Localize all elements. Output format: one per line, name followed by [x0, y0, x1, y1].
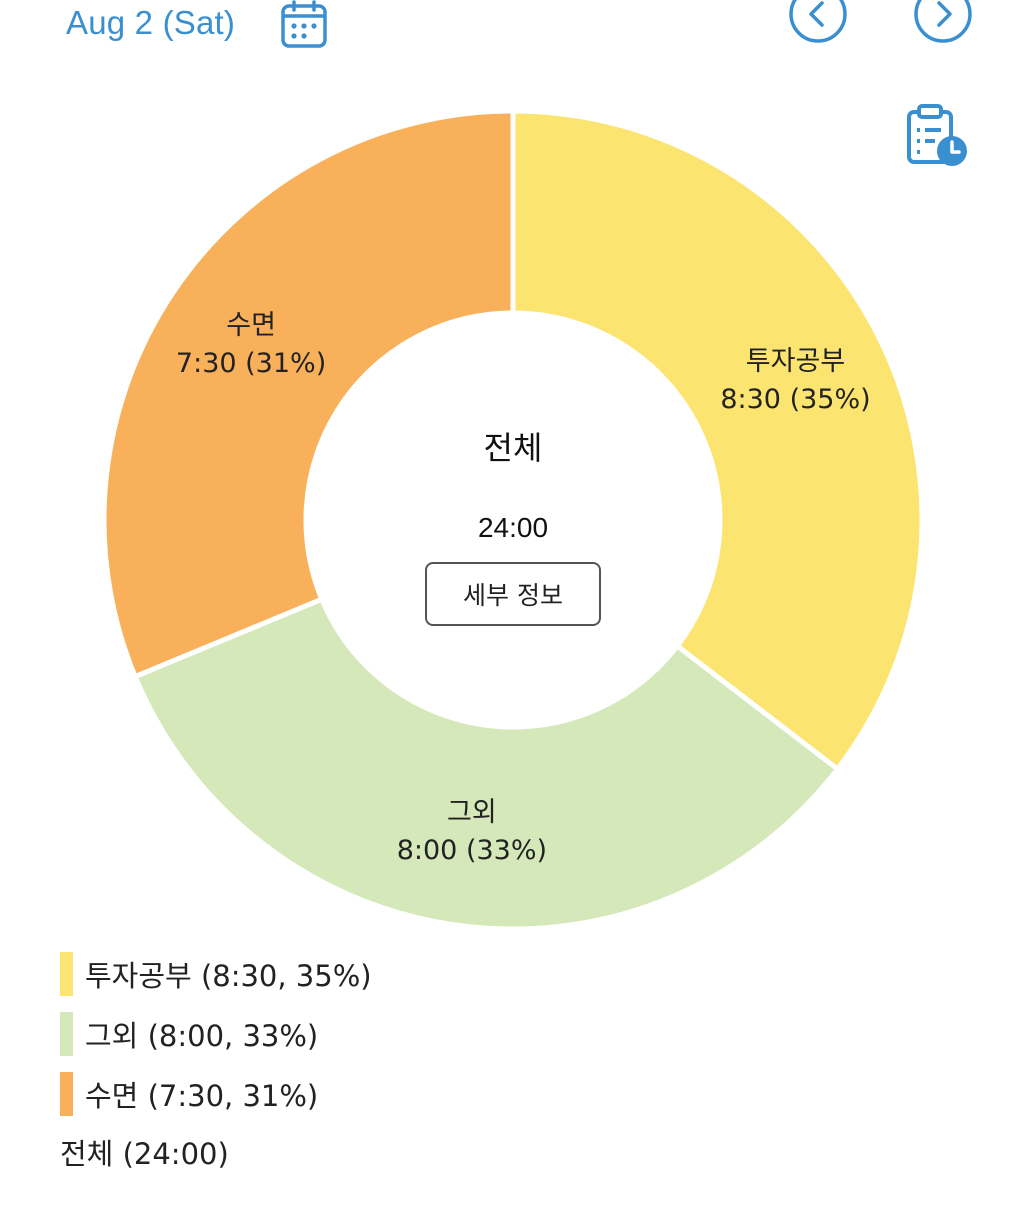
donut-slice[interactable] — [131, 595, 841, 932]
slice-label-value: 8:00 (33%) — [396, 835, 548, 867]
slice-label: 그외 8:00 (33%) — [397, 794, 547, 870]
detail-button[interactable]: 세부 정보 — [425, 562, 601, 626]
donut-slice[interactable] — [510, 108, 925, 773]
slice-label: 수면 7:30 (31%) — [176, 307, 326, 383]
chevron-right-icon[interactable] — [913, 0, 973, 44]
legend-total: 전체 (24:00) — [60, 1137, 229, 1171]
center-title: 전체 — [483, 429, 543, 467]
slice-label-name: 수면 — [226, 309, 276, 341]
donut-chart-svg — [101, 108, 925, 932]
donut-slice[interactable] — [101, 108, 516, 680]
slice-label-name: 그외 — [447, 797, 497, 829]
date-label[interactable]: Aug 2 (Sat) — [66, 4, 236, 41]
legend-label: 투자공부 (8:30, 35%) — [85, 959, 372, 993]
legend-swatch — [60, 1012, 73, 1056]
legend-item: 그외 (8:00, 33%) — [60, 1010, 372, 1058]
chevron-left-icon[interactable] — [788, 0, 848, 44]
slice-label-value: 7:30 (31%) — [175, 347, 327, 379]
calendar-icon[interactable] — [279, 0, 329, 50]
legend-swatch — [60, 952, 73, 996]
donut-chart: 투자공부 8:30 (35%) 그외 8:00 (33%) 수면 7:30 (31%) 전… — [101, 108, 925, 932]
legend-label: 수면 (7:30, 31%) — [85, 1079, 319, 1113]
legend-item: 수면 (7:30, 31%) — [60, 1070, 372, 1118]
legend-item: 투자공부 (8:30, 35%) — [60, 950, 372, 998]
legend: 투자공부 (8:30, 35%) 그외 (8:00, 33%) 수면 (7:30… — [60, 950, 372, 1178]
slice-label: 투자공부 8:30 (35%) — [720, 343, 870, 419]
slice-label-value: 8:30 (35%) — [720, 383, 871, 415]
legend-swatch — [60, 1072, 73, 1116]
clipboard-clock-icon[interactable] — [905, 103, 969, 169]
slice-label-name: 투자공부 — [745, 345, 846, 377]
legend-label: 그외 (8:00, 33%) — [85, 1019, 319, 1053]
center-total: 24:00 — [477, 512, 549, 543]
